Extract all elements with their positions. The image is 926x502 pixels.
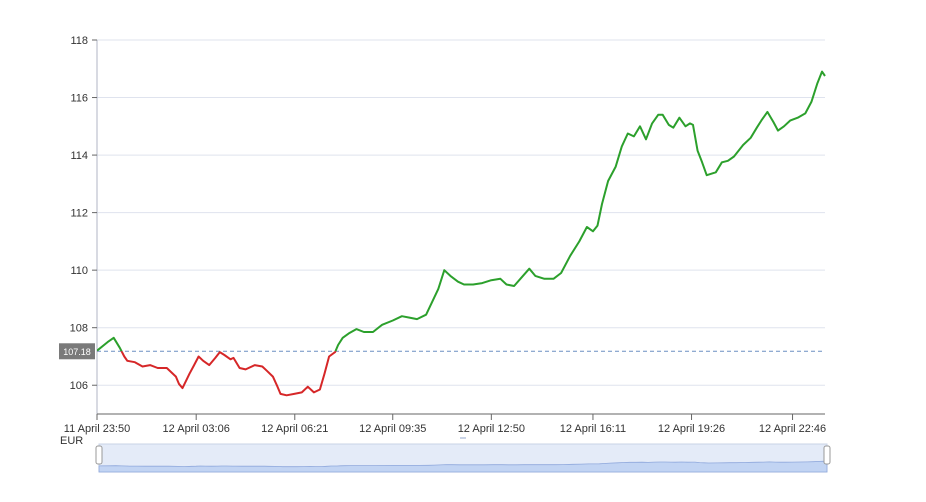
y-tick-label: 114 [70, 150, 88, 162]
unit-label: EUR [60, 435, 83, 447]
x-tick-label: 12 April 22:46 [759, 423, 826, 435]
series-line-above [97, 70, 826, 352]
y-tick-label: 112 [70, 208, 88, 220]
y-tick-label: 108 [70, 323, 88, 335]
x-tick-label: 12 April 12:50 [458, 423, 525, 435]
range-navigator[interactable] [95, 437, 831, 473]
y-axis: 106 108 110 112 114 116 118 [70, 35, 98, 414]
y-tick-label: 110 [70, 265, 88, 277]
y-tick-label: 118 [70, 35, 88, 47]
y-tick-label: 116 [70, 93, 88, 105]
y-tick-label: 106 [70, 380, 88, 392]
x-tick-label: 12 April 06:21 [261, 423, 328, 435]
navigator-series [98, 460, 828, 473]
x-tick-label: 12 April 09:35 [359, 423, 426, 435]
x-tick-label: 12 April 03:06 [163, 423, 230, 435]
navigator-scroll-grip[interactable] [460, 437, 466, 439]
price-series [97, 70, 826, 397]
navigator-left-handle[interactable] [95, 445, 103, 465]
x-tick-label: 12 April 16:11 [560, 423, 626, 435]
x-tick-label: 12 April 19:26 [658, 423, 725, 435]
x-tick-label: 11 April 23:50 [64, 423, 130, 435]
grid-lines [97, 39, 825, 386]
reference-badge [59, 343, 95, 360]
reference-line: 107.18 [59, 343, 825, 360]
reference-value-label: 107.18 [63, 347, 91, 357]
x-axis: 11 April 23:50 12 April 03:06 12 April 06:… [64, 413, 826, 435]
series-line-below [97, 351, 337, 397]
navigator-right-handle[interactable] [823, 445, 831, 465]
